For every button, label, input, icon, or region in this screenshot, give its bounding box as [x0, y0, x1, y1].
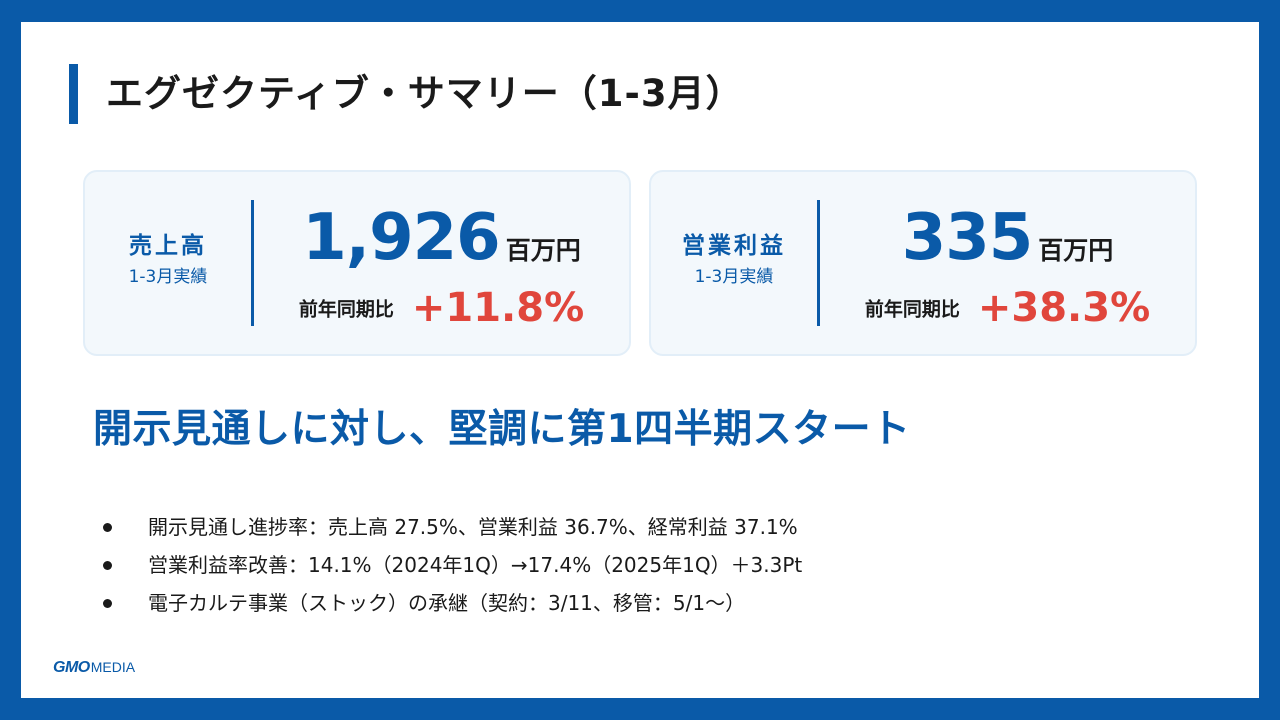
bullet-dot-icon — [103, 522, 112, 532]
kpi-unit: 百万円 — [1038, 236, 1114, 265]
list-item: 開示見通し進捗率：売上高 27.5%、営業利益 36.7%、経常利益 37.1% — [101, 508, 802, 546]
kpi-yoy-value: +11.8% — [411, 285, 585, 331]
kpi-value: 1,926 — [302, 201, 500, 275]
kpi-yoy-label: 前年同期比 — [298, 298, 394, 321]
headline: 開示見通しに対し、堅調に第1四半期スタート — [93, 407, 911, 452]
kpi-sublabel: 1-3月実績 — [694, 267, 774, 287]
kpi-label: 売上高 — [129, 233, 207, 259]
bullet-list: 開示見通し進捗率：売上高 27.5%、営業利益 36.7%、経常利益 37.1%… — [101, 508, 802, 622]
kpi-yoy-group: 前年同期比 +38.3% — [820, 280, 1195, 336]
kpi-card-revenue: 売上高 1-3月実績 1,926 百万円 前年同期比 +11.8% — [83, 170, 631, 356]
page-title: エグゼクティブ・サマリー（1-3月） — [106, 72, 744, 115]
list-item: 電子カルテ事業（ストック）の承継（契約：3/11、移管：5/1～） — [101, 584, 802, 622]
kpi-value-group: 335 百万円 — [820, 190, 1195, 286]
kpi-yoy-value: +38.3% — [977, 285, 1151, 331]
kpi-sublabel: 1-3月実績 — [128, 267, 208, 287]
logo-brand: GMO — [53, 659, 90, 676]
bullet-dot-icon — [103, 598, 112, 608]
company-logo: GMOMEDIA — [53, 657, 135, 678]
kpi-card-operating-profit: 営業利益 1-3月実績 335 百万円 前年同期比 +38.3% — [649, 170, 1197, 356]
kpi-divider — [817, 200, 820, 326]
kpi-unit: 百万円 — [505, 236, 581, 265]
title-accent-bar — [69, 64, 78, 124]
bullet-text: 営業利益率改善：14.1%（2024年1Q）→17.4%（2025年1Q）＋3.… — [148, 553, 803, 577]
bullet-text: 開示見通し進捗率：売上高 27.5%、営業利益 36.7%、経常利益 37.1% — [148, 515, 798, 539]
kpi-value: 335 — [901, 201, 1034, 275]
logo-suffix: MEDIA — [90, 659, 136, 675]
bullet-dot-icon — [103, 560, 112, 570]
kpi-divider — [251, 200, 254, 326]
kpi-label-group: 売上高 1-3月実績 — [85, 230, 251, 290]
bullet-text: 電子カルテ事業（ストック）の承継（契約：3/11、移管：5/1～） — [148, 591, 746, 615]
kpi-yoy-group: 前年同期比 +11.8% — [254, 280, 629, 336]
slide: エグゼクティブ・サマリー（1-3月） 売上高 1-3月実績 1,926 百万円 前… — [21, 22, 1259, 698]
kpi-label-group: 営業利益 1-3月実績 — [651, 230, 817, 290]
kpi-label: 営業利益 — [682, 233, 786, 259]
kpi-yoy-label: 前年同期比 — [864, 298, 960, 321]
kpi-value-group: 1,926 百万円 — [254, 190, 629, 286]
list-item: 営業利益率改善：14.1%（2024年1Q）→17.4%（2025年1Q）＋3.… — [101, 546, 802, 584]
